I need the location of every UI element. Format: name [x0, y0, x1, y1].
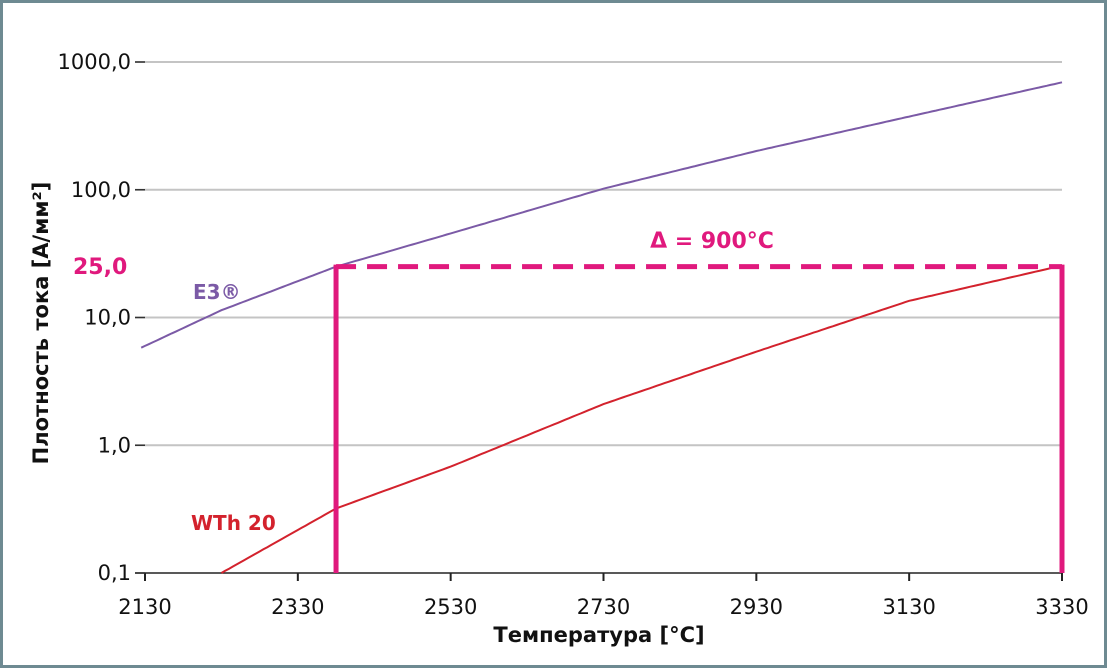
x-tick-label: 3130	[882, 595, 935, 619]
level-label: 25,0	[73, 255, 127, 280]
x-tick-label: 3330	[1035, 595, 1088, 619]
x-tick-label: 2930	[730, 595, 783, 619]
y-tick-label: 1,0	[98, 433, 131, 457]
x-axis-title: Температура [°C]	[493, 623, 704, 647]
series-line-wth20	[220, 264, 1063, 574]
delta-label: Δ = 900°C	[650, 229, 774, 254]
series-label-e3: E3®	[193, 280, 241, 304]
x-axis: 2130 2330 2530 2730 2930 3130 3330	[118, 572, 1089, 619]
y-tick-label: 10,0	[84, 306, 131, 330]
annotations	[333, 264, 1065, 573]
y-tick-label: 0,1	[98, 561, 131, 585]
x-tick-label: 2730	[577, 595, 630, 619]
x-tick-label: 2530	[424, 595, 477, 619]
x-tick-label: 2130	[118, 595, 171, 619]
grid-lines	[135, 61, 1062, 447]
series-line-e3	[140, 81, 1063, 349]
y-tick-label: 100,0	[71, 178, 131, 202]
y-axis-title: Плотность тока [A/мм²]	[29, 182, 53, 465]
y-tick-label: 1000,0	[58, 50, 131, 74]
series-label-wth20: WTh 20	[191, 511, 276, 535]
series-lines	[140, 81, 1063, 574]
y-axis: 1000,0 100,0 10,0 1,0 0,1	[58, 50, 145, 585]
x-tick-label: 2330	[271, 595, 324, 619]
